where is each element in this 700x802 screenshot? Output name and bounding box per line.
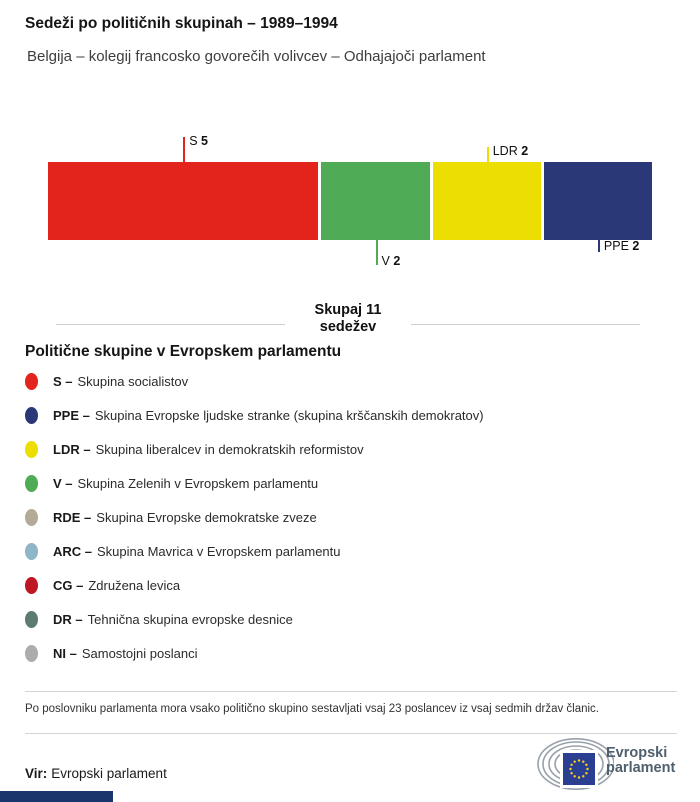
legend-bullet-ldr <box>25 440 38 458</box>
legend-text: Skupina Evropske ljudske stranke (skupin… <box>94 407 484 423</box>
bar-label-seats-v: 2 <box>393 254 401 268</box>
total-seats-line1: Skupaj 11 <box>314 302 382 318</box>
footer-divider-top <box>25 691 677 692</box>
legend-bullet-rde <box>25 508 38 526</box>
legend-heading: Politične skupine v Evropskem parlamentu <box>25 343 342 360</box>
page-title: Sedeži po političnih skupinah – 1989–199… <box>25 15 338 32</box>
bar-label-tick-ppe <box>597 240 600 252</box>
footer-divider-bottom <box>25 733 677 734</box>
legend-item-ldr: LDR – Skupina liberalcev in demokratskih… <box>25 432 484 466</box>
legend-text: Skupina liberalcev in demokratskih refor… <box>95 441 364 457</box>
legend-abbr: CG – <box>53 577 84 593</box>
bar-label-seats-ldr: 2 <box>521 144 529 158</box>
bar-label-abbr-v: V <box>381 254 390 268</box>
source-label: Vir: <box>25 766 48 781</box>
legend-bullet-ni <box>25 644 38 662</box>
bar-label-abbr-ppe: PPE <box>603 239 629 253</box>
eu-flag-icon <box>563 753 595 785</box>
legend-abbr: S – <box>53 373 73 389</box>
bar-label-seats-s: 5 <box>201 134 208 148</box>
page-subtitle: Belgija – kolegij francosko govorečih vo… <box>27 48 486 65</box>
legend-text: Skupina Mavrica v Evropskem parlamentu <box>97 543 341 559</box>
legend-bullet-dr <box>25 610 38 628</box>
bar-label-tick-s <box>183 137 186 162</box>
bar-label-seats-ppe: 2 <box>632 239 640 253</box>
footer-note: Po poslovniku parlamenta mora vsako poli… <box>25 703 600 715</box>
total-seats-label: Skupaj 11 sedežev <box>315 302 382 336</box>
bar-label-text-s: S 5 <box>189 134 208 148</box>
legend-text: Skupina Evropske demokratske zveze <box>96 509 317 525</box>
legend-item-ppe: PPE – Skupina Evropske ljudske stranke (… <box>25 398 484 432</box>
legend-item-cg: CG – Združena levica <box>25 568 484 602</box>
bar-label-text-ppe: PPE 2 <box>604 239 639 253</box>
legend-item-rde: RDE – Skupina Evropske demokratske zveze <box>25 500 484 534</box>
divider-left <box>56 324 285 325</box>
legend-bullet-v <box>25 474 38 492</box>
legend-item-arc: ARC – Skupina Mavrica v Evropskem parlam… <box>25 534 484 568</box>
legend-item-dr: DR – Tehnična skupina evropske desnice <box>25 602 484 636</box>
legend-text: Skupina socialistov <box>77 373 189 389</box>
legend-text: Tehnična skupina evropske desnice <box>87 611 293 627</box>
bar-segment-s: S 5 <box>48 134 319 240</box>
ep-logo-line1: Evropski <box>606 745 668 761</box>
bar-label-abbr-s: S <box>189 134 198 148</box>
ep-logo-wordmark: Evropski parlament <box>606 746 675 776</box>
legend-abbr: LDR – <box>53 441 91 457</box>
legend-abbr: RDE – <box>53 509 92 525</box>
ep-logo-line2: parlament <box>606 760 676 776</box>
legend-bullet-arc <box>25 542 38 560</box>
legend-text: Skupina Zelenih v Evropskem parlamentu <box>77 475 319 491</box>
total-seats-row: Skupaj 11 sedežev <box>56 302 640 336</box>
bar-label-text-v: V 2 <box>382 254 401 268</box>
legend-item-s: S – Skupina socialistov <box>25 364 484 398</box>
bar-label-tick-ldr <box>486 147 489 162</box>
legend-item-ni: NI – Samostojni poslanci <box>25 636 484 670</box>
legend-bullet-s <box>25 372 38 390</box>
legend-bullet-ppe <box>25 406 38 424</box>
ep-logo: Evropski parlament <box>530 738 692 790</box>
legend-abbr: DR – <box>53 611 83 627</box>
legend-abbr: V – <box>53 475 73 491</box>
legend-text: Samostojni poslanci <box>81 645 198 661</box>
bar-label-abbr-ldr: LDR <box>492 144 518 158</box>
bar-segment-ldr: LDR 2 <box>432 144 541 240</box>
legend-text: Združena levica <box>88 577 181 593</box>
legend-abbr: NI – <box>53 645 77 661</box>
divider-right <box>411 324 640 325</box>
total-seats-line2: sedežev <box>319 319 377 335</box>
seat-bar: S 5 V 2 LDR 2 PPE 2 <box>48 134 653 268</box>
bar-segment-v: V 2 <box>321 162 430 268</box>
legend-bullet-cg <box>25 576 38 594</box>
bar-label-text-ldr: LDR 2 <box>493 144 528 158</box>
bar-label-tick-v <box>375 240 378 265</box>
source-text: Evropski parlament <box>51 766 167 781</box>
source-line: Vir: Evropski parlament <box>25 766 167 781</box>
bar-segment-ppe: PPE 2 <box>543 162 653 253</box>
legend-abbr: PPE – <box>53 407 90 423</box>
legend-abbr: ARC – <box>53 543 93 559</box>
legend-item-v: V – Skupina Zelenih v Evropskem parlamen… <box>25 466 484 500</box>
legend-list: S – Skupina socialistov PPE – Skupina Ev… <box>25 364 484 670</box>
bottom-partial-bar <box>0 791 113 802</box>
